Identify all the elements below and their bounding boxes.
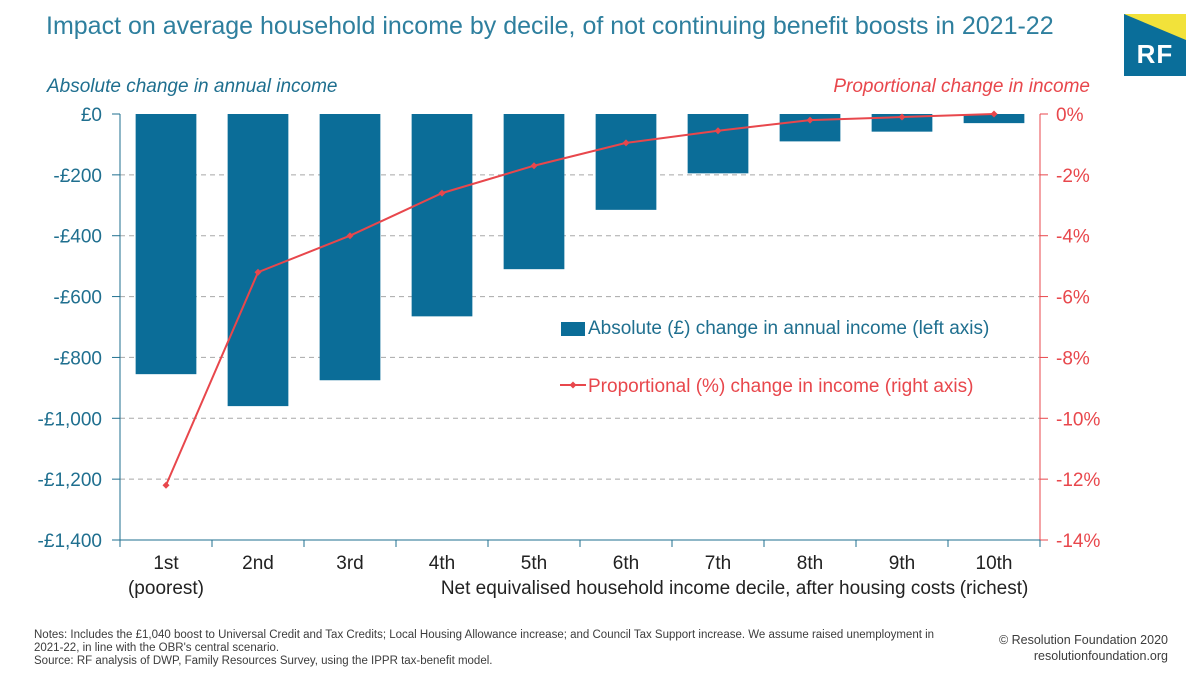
x-tick-label: 8th [797,553,823,574]
x-tick-label: 3rd [336,553,363,574]
x-tick-label: 10th [976,553,1013,574]
left-tick-label: -£400 [53,227,102,248]
logo-triangle [1124,14,1186,40]
left-tick-label: -£600 [53,288,102,309]
left-tick-label: -£800 [53,348,102,369]
line-point [438,189,446,197]
x-axis-title: Net equivalised household income decile,… [441,578,955,599]
line-point [990,110,998,118]
chart-title: Impact on average household income by de… [46,12,1054,40]
line-point [530,162,538,170]
line-point [254,268,262,276]
source-text: Source: RF analysis of DWP, Family Resou… [34,655,493,667]
right-tick-label: -10% [1056,409,1100,430]
line-point [346,232,354,240]
left-tick-label: -£1,200 [38,470,102,491]
right-tick-label: -6% [1056,288,1090,309]
right-tick-label: -14% [1056,531,1100,552]
bar [687,114,749,174]
bar [319,114,381,381]
website-text: resolutionfoundation.org [1033,649,1168,663]
legend-line-marker [569,381,577,389]
x-tick-label: 1st [153,553,179,574]
resolution-foundation-logo: RF [1124,14,1186,76]
right-tick-label: -12% [1056,470,1100,491]
x-tick-label: 4th [429,553,455,574]
bars-group [135,114,1025,407]
labels-group: £0 0% -£200 -2% -£400 -4% -£600 -6% -£800 -8% -£1,… [38,105,1101,599]
right-tick-label: -4% [1056,227,1090,248]
right-tick-label: -8% [1056,348,1090,369]
credit-block: © Resolution Foundation 2020 resolutionf… [999,632,1168,664]
left-tick-label: £0 [81,105,102,126]
line-point [714,127,722,135]
bar [227,114,289,407]
x-tick-label: 9th [889,553,915,574]
line-point [162,481,170,489]
line-point [622,139,630,147]
right-tick-label: -2% [1056,166,1090,187]
x-tick-label: 5th [521,553,547,574]
bar [135,114,197,375]
chart-canvas: £0 0% -£200 -2% -£400 -4% -£600 -6% -£800 -8% -£1,… [38,105,1101,599]
x-tick-label: 2nd [242,553,274,574]
legend-bar-swatch [561,322,585,336]
left-tick-label: -£1,000 [38,409,102,430]
legend-line-label: Proportional (%) change in income (right… [588,376,973,397]
left-tick-label: -£200 [53,166,102,187]
x-tick-label: 6th [613,553,639,574]
left-axis-title: Absolute change in annual income [47,76,338,97]
proportional-change-line [165,113,995,486]
legend-bar-label: Absolute (£) change in annual income (le… [588,318,989,339]
right-axis-title: Proportional change in income [833,76,1090,97]
x-tick-sublabel: (richest) [960,578,1029,599]
notes-block: Notes: Includes the £1,040 boost to Univ… [34,629,964,668]
x-tick-sublabel: (poorest) [128,578,204,599]
line-point [898,113,906,121]
x-tick-label: 7th [705,553,731,574]
copyright-text: © Resolution Foundation 2020 [998,633,1168,647]
legend: Absolute (£) change in annual income (le… [560,318,989,397]
notes-text: Notes: Includes the £1,040 boost to Univ… [34,629,935,654]
line-point [806,116,814,124]
axes-group [112,113,1048,547]
bar [503,114,565,270]
bar [963,114,1025,124]
bar [595,114,657,210]
bar [411,114,473,317]
left-tick-label: -£1,400 [38,531,102,552]
right-tick-label: 0% [1056,105,1084,126]
logo-text: RF [1136,39,1174,69]
line-series-group [162,110,998,489]
